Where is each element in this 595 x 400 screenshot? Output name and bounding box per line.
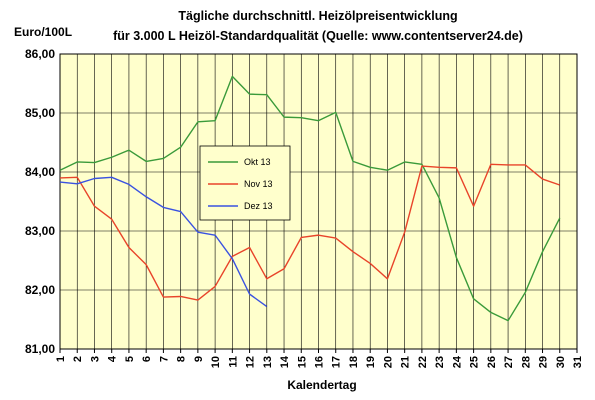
x-tick-label: 14 bbox=[279, 355, 291, 368]
x-tick-label: 30 bbox=[555, 356, 567, 368]
x-tick-label: 25 bbox=[469, 356, 481, 368]
x-tick-label: 27 bbox=[503, 356, 515, 368]
x-tick-label: 4 bbox=[107, 355, 119, 362]
y-tick-label: 81,00 bbox=[25, 342, 55, 356]
x-axis-label: Kalendertag bbox=[287, 378, 356, 392]
x-tick-label: 13 bbox=[262, 356, 274, 368]
legend-label: Nov 13 bbox=[244, 179, 273, 189]
x-tick-label: 10 bbox=[210, 356, 222, 368]
x-tick-label: 24 bbox=[451, 355, 463, 368]
y-tick-label: 82,00 bbox=[25, 283, 55, 297]
y-axis-unit-label: Euro/100L bbox=[14, 25, 72, 39]
series-line-dez-13 bbox=[59, 176, 268, 308]
y-tick-label: 86,00 bbox=[25, 47, 55, 61]
series-line-nov-13 bbox=[59, 163, 560, 301]
x-tick-label: 20 bbox=[382, 356, 394, 368]
x-tick-label: 28 bbox=[520, 356, 532, 368]
x-tick-label: 23 bbox=[434, 356, 446, 368]
x-tick-label: 8 bbox=[176, 356, 188, 362]
x-tick-label: 1 bbox=[55, 356, 67, 362]
x-tick-label: 9 bbox=[193, 356, 205, 362]
x-tick-label: 15 bbox=[296, 356, 308, 368]
legend-label: Dez 13 bbox=[244, 201, 273, 211]
legend-label: Okt 13 bbox=[244, 157, 271, 167]
x-tick-label: 26 bbox=[486, 356, 498, 368]
legend: Okt 13 Nov 13 Dez 13 bbox=[199, 145, 291, 221]
x-tick-label: 19 bbox=[365, 356, 377, 368]
y-tick-label: 85,00 bbox=[25, 106, 55, 120]
x-tick-label: 21 bbox=[400, 356, 412, 368]
x-tick-label: 17 bbox=[331, 356, 343, 368]
x-tick-label: 11 bbox=[227, 356, 239, 368]
x-tick-label: 29 bbox=[538, 356, 550, 368]
x-tick-label: 18 bbox=[348, 356, 360, 368]
chart-title-line2: für 3.000 L Heizöl-Standardqualität (Que… bbox=[113, 29, 523, 43]
x-tick-label: 16 bbox=[314, 356, 326, 368]
y-tick-label: 84,00 bbox=[25, 165, 55, 179]
x-tick-label: 12 bbox=[245, 356, 257, 368]
x-tick-label: 31 bbox=[572, 356, 584, 368]
x-tick-label: 22 bbox=[417, 356, 429, 368]
x-tick-label: 2 bbox=[72, 356, 84, 362]
legend-box bbox=[199, 145, 291, 221]
x-tick-label: 3 bbox=[89, 356, 101, 362]
x-tick-label: 5 bbox=[124, 356, 136, 362]
y-tick-label: 83,00 bbox=[25, 224, 55, 238]
x-tick-label: 6 bbox=[141, 356, 153, 362]
x-tick-label: 7 bbox=[158, 356, 170, 362]
chart-title-line1: Tägliche durchschnittl. Heizölpreisentwi… bbox=[178, 9, 457, 23]
series-line-okt-13 bbox=[59, 75, 561, 322]
